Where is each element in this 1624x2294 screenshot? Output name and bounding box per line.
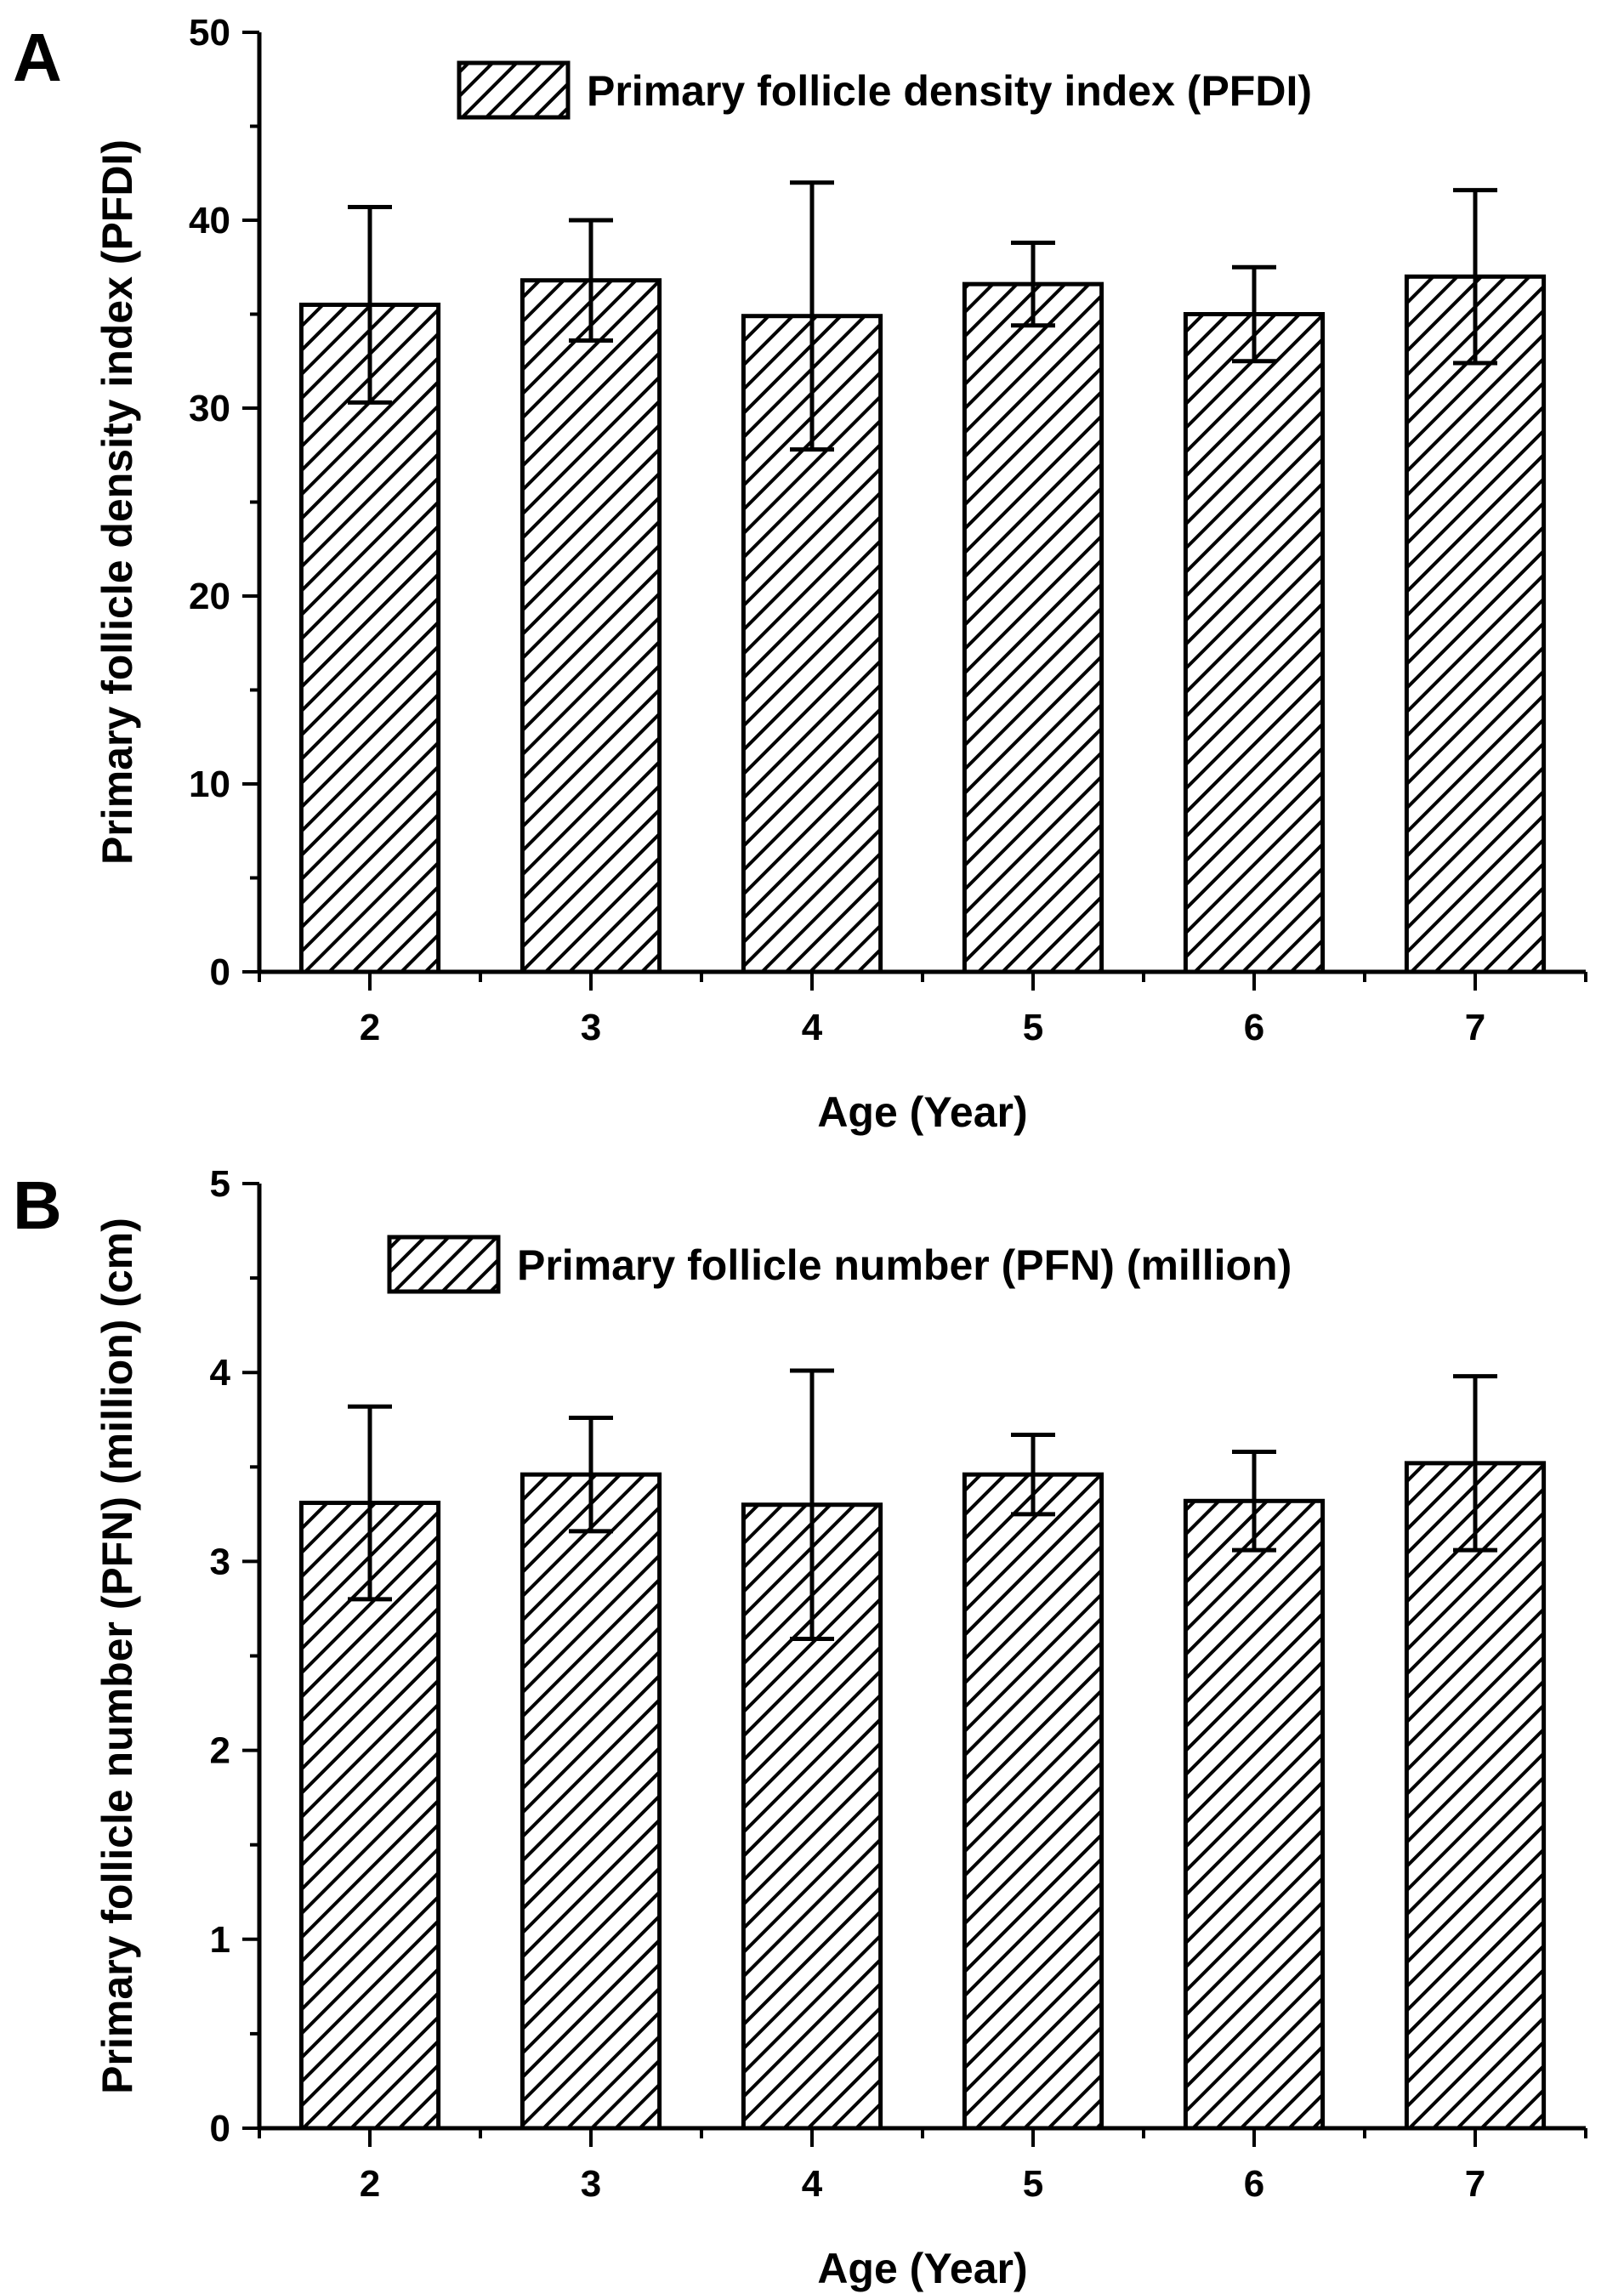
panel-a: A 0 10 20 30 40 50 2 3 4 5 6 7 Primary follicle den… bbox=[13, 12, 1587, 1136]
legend-label: Primary follicle number (PFN) (million) bbox=[517, 1241, 1292, 1289]
panel-label: A bbox=[13, 20, 62, 95]
bar bbox=[1183, 312, 1326, 974]
y-tick-label: 3 bbox=[210, 1541, 230, 1582]
y-tick-label: 0 bbox=[210, 2108, 230, 2149]
x-axis-title: Age (Year) bbox=[817, 2245, 1027, 2292]
plot-area-b: 0 1 2 3 4 5 2 3 4 5 6 7 bbox=[210, 1163, 1587, 2205]
x-axis-title: Age (Year) bbox=[817, 1088, 1027, 1136]
x-tick-label: 5 bbox=[1023, 2163, 1043, 2205]
legend-a: Primary follicle density index (PFDI) bbox=[457, 60, 1312, 120]
x-tick-label: 7 bbox=[1465, 2163, 1485, 2205]
x-tick-label: 3 bbox=[581, 2163, 601, 2205]
legend-label: Primary follicle density index (PFDI) bbox=[587, 67, 1312, 115]
x-tick-label: 4 bbox=[802, 1007, 823, 1048]
bar bbox=[298, 302, 441, 974]
y-axis-title: Primary follicle number (PFN) (million) … bbox=[94, 1218, 141, 2094]
plot-area-a: 0 10 20 30 40 50 2 3 4 5 6 7 bbox=[189, 12, 1587, 1048]
x-tick-label: 6 bbox=[1244, 2163, 1264, 2205]
x-tick-label: 5 bbox=[1023, 1007, 1043, 1048]
y-tick-label: 2 bbox=[210, 1730, 230, 1772]
x-tick-label: 2 bbox=[360, 2163, 380, 2205]
legend-swatch bbox=[387, 1235, 501, 1294]
legend-b: Primary follicle number (PFN) (million) bbox=[387, 1235, 1292, 1294]
bar bbox=[1183, 1498, 1326, 2131]
bar bbox=[962, 281, 1104, 974]
x-tick-label: 3 bbox=[581, 1007, 601, 1048]
y-axis-title: Primary follicle density index (PFDI) bbox=[94, 139, 141, 865]
bar bbox=[1404, 1461, 1547, 2131]
x-tick-label: 6 bbox=[1244, 1007, 1264, 1048]
y-tick-label: 4 bbox=[210, 1352, 231, 1394]
y-tick-label: 30 bbox=[189, 388, 230, 429]
y-tick-label: 0 bbox=[210, 951, 230, 993]
y-tick-label: 50 bbox=[189, 12, 230, 54]
y-tick-label: 40 bbox=[189, 200, 230, 241]
x-tick-label: 2 bbox=[360, 1007, 380, 1048]
bar bbox=[1404, 274, 1547, 974]
y-tick-label: 5 bbox=[210, 1163, 230, 1205]
x-tick-label: 7 bbox=[1465, 1007, 1485, 1048]
y-tick-label: 20 bbox=[189, 576, 230, 617]
legend-swatch bbox=[457, 60, 571, 120]
panel-b: B 0 1 2 3 4 5 2 3 4 5 6 7 Primary follicle number (… bbox=[13, 1163, 1587, 2292]
y-tick-label: 1 bbox=[210, 1919, 230, 1961]
x-tick-label: 4 bbox=[802, 2163, 823, 2205]
bar bbox=[962, 1472, 1104, 2131]
y-tick-label: 10 bbox=[189, 764, 230, 805]
panel-label: B bbox=[13, 1167, 62, 1243]
bar bbox=[520, 278, 662, 974]
bar bbox=[520, 1472, 662, 2131]
